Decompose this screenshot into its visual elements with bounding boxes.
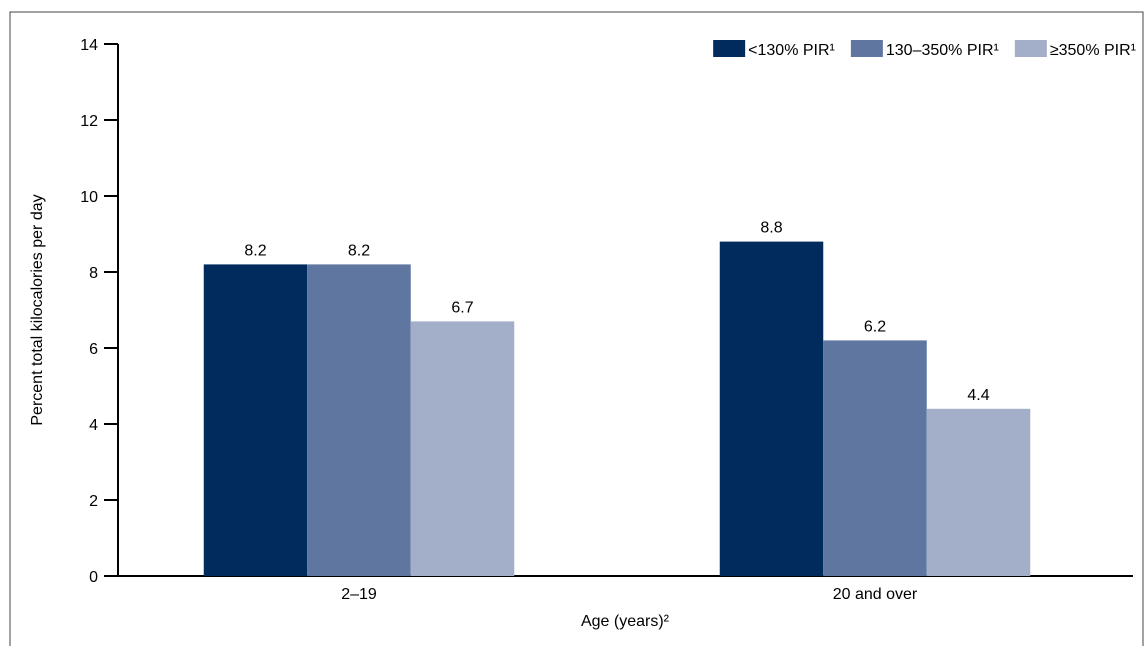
y-tick-label: 4 [89,417,98,434]
y-tick-label: 0 [89,569,98,586]
legend-label: 130–350% PIR¹ [886,42,999,59]
bar [203,264,308,576]
y-tick-label: 2 [89,493,98,510]
bar [719,241,824,576]
y-tick-label: 10 [80,189,98,206]
legend-label: <130% PIR¹ [748,42,835,59]
x-tick-label: 2–19 [341,586,377,603]
x-axis-label: Age (years)² [581,613,670,630]
x-tick-label: 20 and over [833,586,918,603]
data-label: 8.2 [244,242,266,259]
bar [307,264,411,576]
y-tick-label: 6 [89,341,98,358]
y-tick-label: 12 [80,113,98,130]
data-label: 8.8 [760,220,782,237]
data-label: 4.4 [967,387,989,404]
y-tick-label: 14 [80,37,98,54]
y-tick-label: 8 [89,265,98,282]
data-label: 6.2 [864,318,886,335]
y-axis-label: Percent total kilocalories per day [29,194,46,425]
bar [410,321,515,576]
data-label: 8.2 [348,242,370,259]
frame [9,11,1144,651]
legend-swatch [713,40,746,57]
legend-label: ≥350% PIR¹ [1050,42,1136,59]
legend-swatch [1014,40,1047,57]
bar [823,340,927,576]
data-label: 6.7 [451,299,473,316]
legend-swatch [850,40,883,57]
bar [926,408,1031,576]
